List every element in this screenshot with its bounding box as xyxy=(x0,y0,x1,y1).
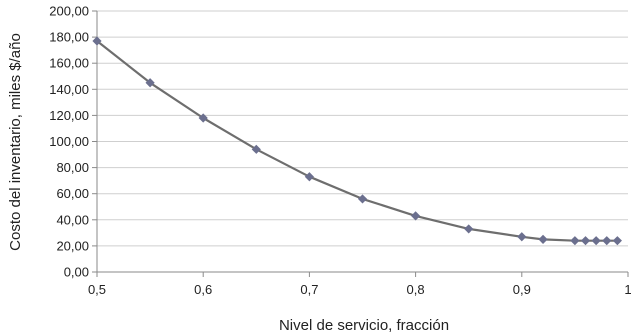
y-tick-label: 100,00 xyxy=(49,134,89,149)
y-tick-labels: 0,00 20,00 40,00 60,00 80,00 100,00 120,00 140,… xyxy=(49,4,89,280)
y-tick-label: 60,00 xyxy=(56,186,89,201)
x-tick-label: 1 xyxy=(624,282,631,297)
y-tick-label: 40,00 xyxy=(56,212,89,227)
data-point xyxy=(602,236,612,246)
data-point xyxy=(580,236,591,246)
y-tick-label: 200,00 xyxy=(49,4,89,19)
data-point xyxy=(92,36,102,46)
x-tick-labels: 0,5 0,6 0,7 0,8 0,9 1 xyxy=(88,282,631,297)
x-tick-label: 0,9 xyxy=(513,282,531,297)
data-point xyxy=(145,78,155,88)
x-tick-label: 0,7 xyxy=(300,282,318,297)
data-point xyxy=(357,194,368,204)
data-point xyxy=(304,172,314,182)
x-axis-label: Nivel de servicio, fracción xyxy=(279,317,449,334)
data-point xyxy=(612,236,622,246)
y-tick-label: 160,00 xyxy=(49,56,89,71)
x-tick-label: 0,8 xyxy=(407,282,425,297)
y-tick-label: 80,00 xyxy=(56,160,89,175)
data-point xyxy=(591,236,601,246)
data-point xyxy=(251,144,261,154)
x-tick-label: 0,5 xyxy=(88,282,106,297)
data-point xyxy=(517,232,527,242)
y-tick-label: 120,00 xyxy=(49,108,89,123)
y-tick-label: 20,00 xyxy=(56,238,89,253)
data-series xyxy=(92,36,622,246)
data-point xyxy=(464,224,474,234)
data-point xyxy=(538,234,548,244)
grid-lines xyxy=(97,10,628,247)
data-point xyxy=(198,113,208,123)
data-point xyxy=(411,211,421,221)
y-tick-label: 180,00 xyxy=(49,30,89,45)
series-line xyxy=(96,40,618,242)
x-tick-label: 0,6 xyxy=(194,282,212,297)
axes xyxy=(92,10,629,277)
data-point xyxy=(570,236,580,246)
y-axis-label: Costo del inventario, miles $/año xyxy=(7,33,24,251)
y-tick-label: 0,00 xyxy=(64,265,89,280)
y-tick-label: 140,00 xyxy=(49,82,89,97)
